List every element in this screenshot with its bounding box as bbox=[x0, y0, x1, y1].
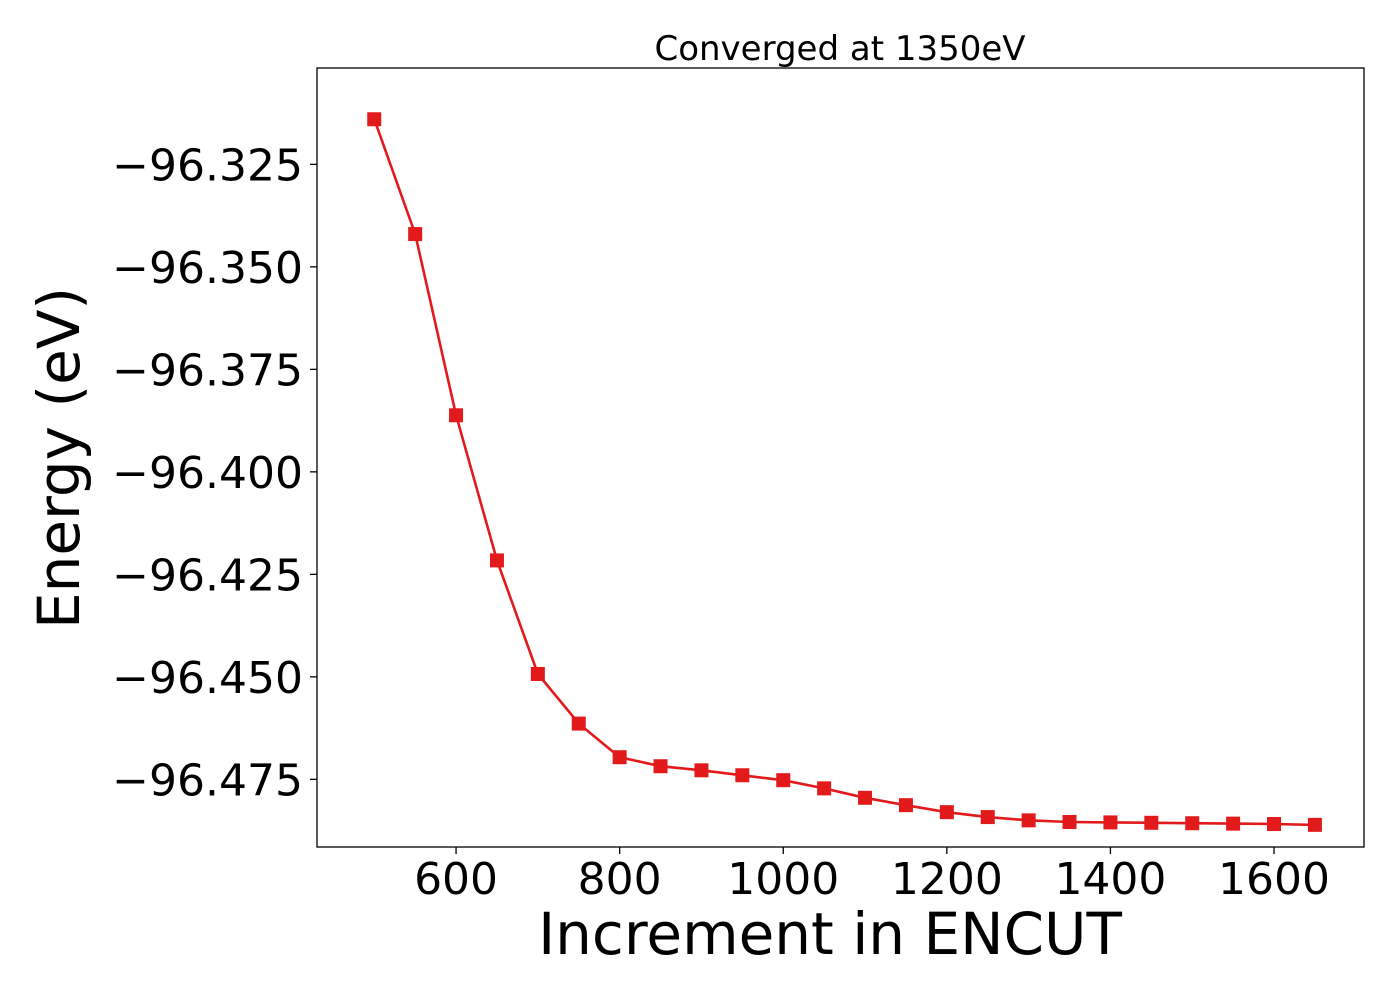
y-tick-label: −96.325 bbox=[112, 140, 303, 191]
data-point-marker bbox=[1267, 817, 1282, 832]
plot-frame bbox=[316, 67, 1365, 848]
y-tick-label: −96.400 bbox=[112, 448, 303, 499]
x-tick-label: 600 bbox=[414, 854, 498, 905]
data-point-marker bbox=[1185, 816, 1200, 831]
data-point-marker bbox=[694, 763, 709, 778]
data-point-marker bbox=[449, 408, 464, 423]
data-point-marker bbox=[817, 781, 832, 796]
data-point-marker bbox=[489, 553, 504, 568]
y-tick-label: −96.475 bbox=[112, 755, 303, 806]
data-point-marker bbox=[858, 790, 873, 805]
data-point-marker bbox=[776, 773, 791, 788]
x-tick-label: 800 bbox=[578, 854, 662, 905]
data-point-marker bbox=[653, 759, 668, 774]
y-axis-label: Energy (eV) bbox=[25, 287, 93, 629]
y-tick-label: −96.425 bbox=[112, 550, 303, 601]
chart-title: Converged at 1350eV bbox=[654, 29, 1025, 69]
data-point-marker bbox=[1226, 816, 1241, 831]
data-series bbox=[367, 112, 1322, 832]
data-point-marker bbox=[735, 768, 750, 783]
x-axis-label: Increment in ENCUT bbox=[538, 900, 1122, 968]
x-tick-label: 1400 bbox=[1054, 854, 1166, 905]
data-point-marker bbox=[1144, 815, 1159, 830]
data-point-marker bbox=[571, 716, 586, 731]
data-point-marker bbox=[408, 227, 423, 242]
data-point-marker bbox=[980, 810, 995, 825]
data-point-marker bbox=[367, 112, 382, 127]
x-tick-label: 1200 bbox=[891, 854, 1003, 905]
data-point-marker bbox=[1307, 817, 1322, 832]
axis-ticks: 600 800 1000 1200 1400 1600 −96.325 −96.350 −96.… bbox=[112, 140, 1330, 905]
y-tick-label: −96.450 bbox=[112, 653, 303, 704]
data-point-marker bbox=[612, 750, 627, 765]
data-point-marker bbox=[1062, 814, 1077, 829]
x-tick-label: 1000 bbox=[727, 854, 839, 905]
x-tick-label: 1600 bbox=[1218, 854, 1330, 905]
y-tick-label: −96.375 bbox=[112, 345, 303, 396]
data-point-marker bbox=[898, 798, 913, 813]
data-point-marker bbox=[1021, 813, 1036, 828]
data-point-marker bbox=[939, 805, 954, 820]
data-point-marker bbox=[530, 666, 545, 681]
data-point-marker bbox=[1103, 815, 1118, 830]
y-tick-label: −96.350 bbox=[112, 243, 303, 294]
